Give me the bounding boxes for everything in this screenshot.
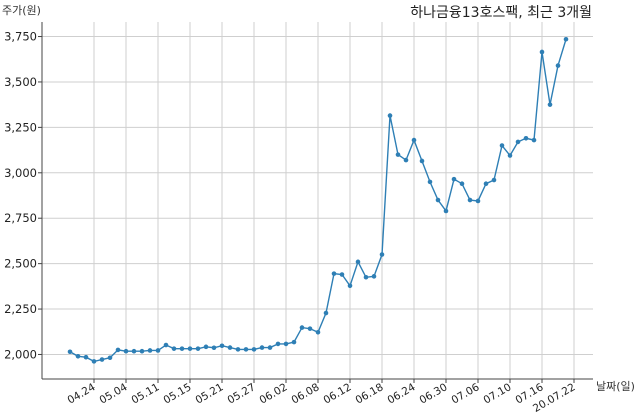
price-data-point [243,347,249,352]
y-tick-label: 3,500 [4,75,37,89]
price-data-point [267,345,273,350]
price-data-point [115,347,121,353]
price-data-point [275,341,281,347]
x-tick-label: 04.24 [65,381,97,407]
price-data-point [507,153,513,158]
price-data-point [555,63,561,68]
price-data-point [387,113,393,118]
price-data-point [323,310,329,316]
price-data-point [139,348,145,354]
price-data-point [147,348,153,353]
price-data-point [483,181,489,186]
price-data-point [259,345,265,350]
price-data-point [171,346,177,351]
x-tick-label: 06.24 [385,381,417,407]
price-data-point [307,326,313,331]
price-data-point [251,347,257,352]
y-tick-label: 2,500 [4,257,37,271]
price-data-point [475,198,481,204]
price-data-point [179,346,185,351]
x-tick-label: 05.11 [129,381,161,406]
x-tick-label: 05.27 [225,381,257,406]
y-tick-label: 3,750 [4,30,37,44]
price-data-point [379,252,385,257]
price-data-point [91,359,97,364]
chart-title: 하나금융13호스팩, 최근 3개월 [410,5,592,21]
price-data-point [219,343,225,349]
price-data-point [491,177,497,183]
x-tick-label: 06.02 [257,381,289,406]
price-data-point [467,197,473,203]
price-data-point [283,341,289,347]
price-data-point [163,342,169,348]
x-tick-label: 07.06 [449,381,481,407]
price-data-point [395,152,401,157]
x-tick-label: 05.15 [161,381,193,406]
price-data-point [195,346,201,351]
y-tick-label: 3,250 [4,120,37,134]
price-data-point [515,139,521,145]
price-data-point [403,157,409,163]
price-data-point [459,181,465,186]
x-axis-ticks: 04.24 05.04 05.11 05.15 05.21 05.27 06.02 06.08… [65,379,578,415]
price-data-point [155,348,161,353]
y-tick-label: 3,000 [4,166,37,180]
price-data-point [523,135,529,141]
price-data-point [75,353,81,359]
y-axis-label: 주가(원) [2,4,41,17]
price-data-point [547,102,553,107]
price-data-point [427,179,433,185]
price-data-point [355,259,361,265]
price-data-point [435,197,441,203]
price-data-point [331,271,337,276]
price-data-point [299,325,305,330]
x-tick-label: 06.18 [353,381,385,406]
price-data-point [531,137,537,143]
price-data-point [211,345,217,351]
x-tick-label: 07.10 [481,381,513,406]
x-tick-label: 06.30 [417,381,449,406]
price-data-point [187,346,193,351]
price-data-point [347,283,353,289]
price-data-point [291,339,297,345]
y-tick-label: 2,250 [4,302,37,316]
price-data-point [443,208,449,214]
y-axis-ticks: 2,000 2,250 2,500 2,750 3,000 3,250 3,500 3,750 [4,30,42,361]
price-data-point [539,49,545,55]
x-axis-label: 날짜(일) [596,379,635,393]
x-tick-label: 06.12 [321,381,353,406]
x-tick-label: 06.08 [289,381,321,406]
price-data-point [107,355,113,361]
y-tick-label: 2,000 [4,347,37,361]
price-data-point [371,274,377,279]
price-data-point [99,357,105,362]
price-data-point [339,272,345,277]
price-data-point [203,344,209,350]
x-tick-label: 05.04 [97,381,129,407]
price-data-point [83,354,89,360]
price-data-point [499,143,505,148]
price-data-point [563,36,569,42]
price-data-point [67,349,73,355]
x-tick-label: 05.21 [193,381,225,406]
price-data-point [123,348,129,354]
price-data-point [451,176,457,182]
price-data-point [411,137,417,143]
price-data-point [419,158,425,164]
price-data-point [235,347,241,352]
y-tick-label: 2,750 [4,211,37,225]
price-data-point [131,348,137,354]
price-data-point [227,345,233,350]
gridlines [42,22,593,379]
price-data-point [315,330,321,335]
series-layer [67,36,569,364]
price-data-point [363,274,369,280]
